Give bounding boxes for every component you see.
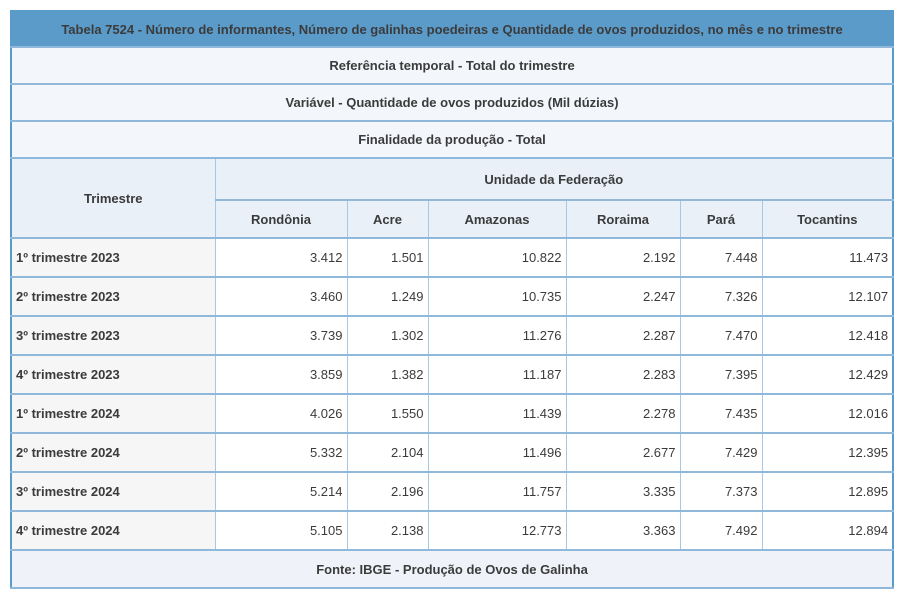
value-cell: 7.492 [679,510,763,551]
value-cell: 1.302 [346,315,429,356]
footer-row: Fonte: IBGE - Produção de Ovos de Galinh… [10,549,894,589]
value-cell: 1.249 [346,276,429,317]
value-cell: 2.278 [565,393,681,434]
value-cell: 7.435 [679,393,763,434]
value-cell: 11.757 [427,471,567,512]
column-header-rondonia: Rondônia [214,199,348,239]
value-cell: 11.496 [427,432,567,473]
value-cell: 7.448 [679,237,763,278]
variable-row: Variável - Quantidade de ovos produzidos… [10,83,894,122]
table-title: Tabela 7524 - Número de informantes, Núm… [11,11,894,47]
value-cell: 3.363 [565,510,681,551]
value-cell: 7.395 [679,354,763,395]
column-header-para: Pará [679,199,763,239]
temporal-reference-row: Referência temporal - Total do trimestre [10,46,894,85]
row-label: 3º trimestre 2024 [10,471,216,512]
row-label: 1º trimestre 2023 [10,237,216,278]
value-cell: 1.550 [346,393,429,434]
column-header-tocantins: Tocantins [761,199,894,239]
value-cell: 12.773 [427,510,567,551]
value-cell: 2.283 [565,354,681,395]
value-cell: 2.192 [565,237,681,278]
value-cell: 12.395 [761,432,894,473]
column-header-roraima: Roraima [565,199,681,239]
value-cell: 7.470 [679,315,763,356]
row-label: 3º trimestre 2023 [10,315,216,356]
value-cell: 1.501 [346,237,429,278]
value-cell: 2.677 [565,432,681,473]
value-cell: 2.287 [565,315,681,356]
title-row: Tabela 7524 - Número de informantes, Núm… [11,11,894,47]
value-cell: 2.196 [346,471,429,512]
federation-unit-header: Unidade da Federação [214,157,894,201]
table-row: 4º trimestre 2023 3.859 1.382 11.187 2.2… [10,354,894,395]
value-cell: 5.105 [214,510,348,551]
value-cell: 7.429 [679,432,763,473]
value-cell: 2.104 [346,432,429,473]
row-label: 2º trimestre 2024 [10,432,216,473]
value-cell: 10.735 [427,276,567,317]
header-group-row: Trimestre Unidade da Federação [10,157,894,239]
value-cell: 2.247 [565,276,681,317]
table-row: 3º trimestre 2023 3.739 1.302 11.276 2.2… [10,315,894,356]
value-cell: 3.460 [214,276,348,317]
table-row: 4º trimestre 2024 5.105 2.138 12.773 3.3… [10,510,894,551]
table-row: 2º trimestre 2023 3.460 1.249 10.735 2.2… [10,276,894,317]
variable-label: Variável - Quantidade de ovos produzidos… [10,83,894,122]
value-cell: 1.382 [346,354,429,395]
table-row: 1º trimestre 2023 3.412 1.501 10.822 2.1… [10,237,894,278]
production-purpose-label: Finalidade da produção - Total [10,120,894,159]
value-cell: 12.894 [761,510,894,551]
value-cell: 12.107 [761,276,894,317]
column-header-amazonas: Amazonas [427,199,567,239]
temporal-reference-label: Referência temporal - Total do trimestre [10,46,894,85]
value-cell: 11.187 [427,354,567,395]
value-cell: 5.332 [214,432,348,473]
value-cell: 12.016 [761,393,894,434]
production-purpose-row: Finalidade da produção - Total [10,120,894,159]
value-cell: 11.439 [427,393,567,434]
value-cell: 3.335 [565,471,681,512]
value-cell: 12.418 [761,315,894,356]
table-row: 1º trimestre 2024 4.026 1.550 11.439 2.2… [10,393,894,434]
value-cell: 3.859 [214,354,348,395]
row-label: 4º trimestre 2024 [10,510,216,551]
value-cell: 12.895 [761,471,894,512]
value-cell: 4.026 [214,393,348,434]
value-cell: 5.214 [214,471,348,512]
value-cell: 2.138 [346,510,429,551]
value-cell: 11.473 [761,237,894,278]
column-header-acre: Acre [346,199,429,239]
value-cell: 11.276 [427,315,567,356]
value-cell: 12.429 [761,354,894,395]
header-states-row: Rondônia Acre Amazonas Roraima Pará Toca… [11,199,894,239]
row-label: 4º trimestre 2023 [10,354,216,395]
row-label: 2º trimestre 2023 [10,276,216,317]
source-footer: Fonte: IBGE - Produção de Ovos de Galinh… [10,549,894,589]
table-row: 3º trimestre 2024 5.214 2.196 11.757 3.3… [10,471,894,512]
value-cell: 7.326 [679,276,763,317]
ibge-table: Tabela 7524 - Número de informantes, Núm… [10,10,895,589]
value-cell: 3.739 [214,315,348,356]
row-label: 1º trimestre 2024 [10,393,216,434]
table-row: 2º trimestre 2024 5.332 2.104 11.496 2.6… [10,432,894,473]
value-cell: 10.822 [427,237,567,278]
trimestre-header: Trimestre [10,157,216,239]
value-cell: 3.412 [214,237,348,278]
value-cell: 7.373 [679,471,763,512]
